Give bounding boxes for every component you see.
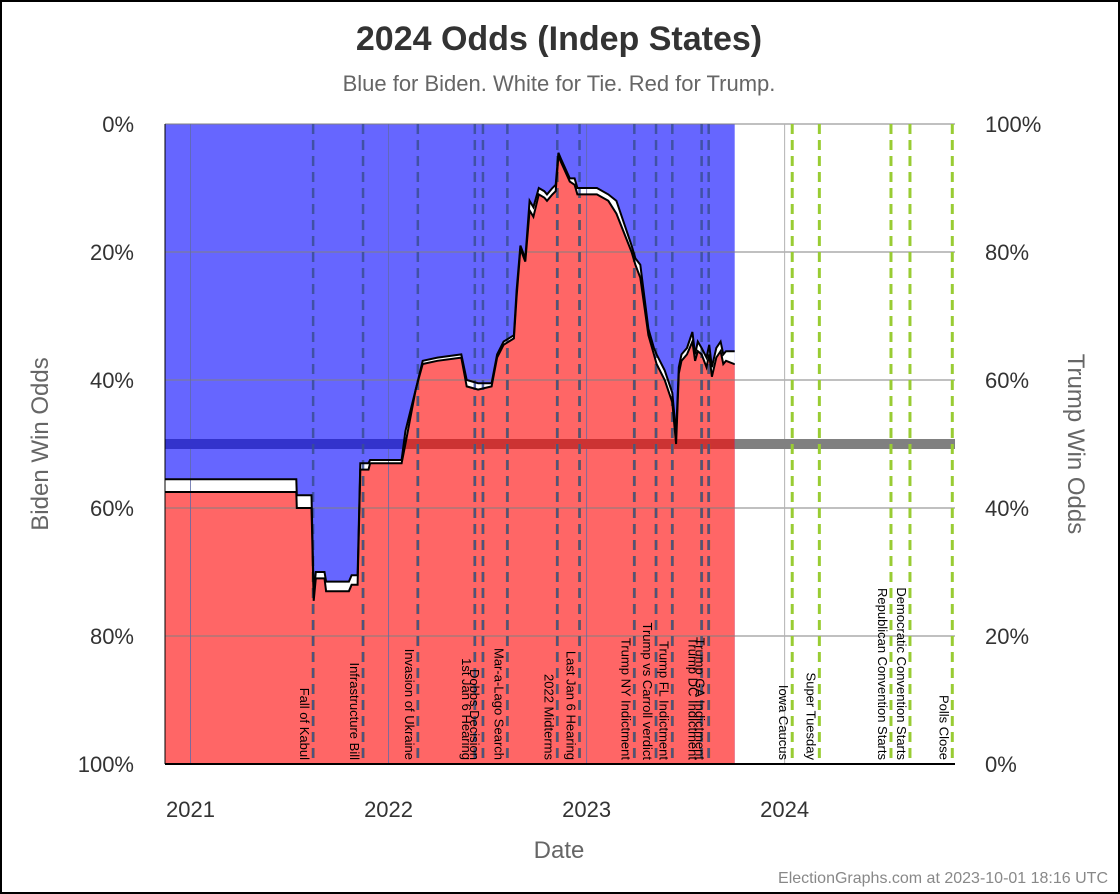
event-label: Mar-a-Lago Search xyxy=(491,648,506,760)
x-tick-label: 2021 xyxy=(166,797,215,822)
x-tick-label: 2024 xyxy=(760,797,809,822)
y-tick-label-right: 40% xyxy=(985,496,1029,521)
event-label: Last Jan 6 Hearing xyxy=(564,651,579,760)
chart-title: 2024 Odds (Indep States) xyxy=(356,20,762,58)
event-label: Dobbs Decision xyxy=(467,669,482,760)
event-label: 1st Jan 6 Hearing xyxy=(459,658,474,760)
plot-area: Fall of Kabul Infrastructure Bill Invasion… xyxy=(165,123,956,765)
y-tick-label-right: 60% xyxy=(985,368,1029,393)
event-label: Fall of Kabul xyxy=(297,688,312,760)
midline-trump xyxy=(165,439,735,449)
y-tick-label-right: 80% xyxy=(985,240,1029,265)
event-label: Polls Close xyxy=(936,695,951,760)
x-tick-label: 2022 xyxy=(364,797,413,822)
x-axis-label: Date xyxy=(534,837,585,864)
event-label: Super Tuesday xyxy=(803,673,818,761)
event-label: Trump FL Indictment xyxy=(656,641,671,760)
biden-line xyxy=(165,152,735,595)
event-label: Republican Convention Starts xyxy=(875,588,890,760)
event-label: Iowa Caucus xyxy=(776,685,791,761)
y-tick-label-left: 20% xyxy=(90,240,134,265)
event-label: Trump GA Indictment xyxy=(693,638,708,761)
midline-future xyxy=(734,439,956,449)
y-tick-label-left: 40% xyxy=(90,368,134,393)
event-markers: Fall of Kabul Infrastructure Bill Invasion… xyxy=(297,124,954,764)
credit-text: ElectionGraphs.com at 2023-10-01 18:16 U… xyxy=(778,870,1108,887)
event-label: Democratic Convention Starts xyxy=(894,587,909,760)
event-label: Trump vs Carroll verdict xyxy=(640,623,655,761)
y-axis-label-left: Biden Win Odds xyxy=(27,357,54,530)
y-tick-label-right: 20% xyxy=(985,624,1029,649)
axes: 0% 20% 40% 60% 80% 100% 100% 80% 60% 40% 20% 0% 2021… xyxy=(78,112,1042,822)
event-label: Trump NY Indictment xyxy=(618,638,633,760)
y-tick-label-left: 0% xyxy=(102,112,134,137)
event-label: Trump DC Indictment xyxy=(686,637,701,760)
x-tick-label: 2023 xyxy=(562,797,611,822)
y-tick-label-right: 100% xyxy=(985,112,1041,137)
trump-area xyxy=(165,156,735,764)
event-label: Infrastructure Bill xyxy=(347,662,362,760)
chart-subtitle: Blue for Biden. White for Tie. Red for T… xyxy=(343,71,776,96)
y-tick-label-right: 0% xyxy=(985,752,1017,777)
y-tick-label-left: 60% xyxy=(90,496,134,521)
trump-line xyxy=(165,155,735,601)
y-tick-label-left: 80% xyxy=(90,624,134,649)
event-label: Invasion of Ukraine xyxy=(402,649,417,760)
y-tick-label-left: 100% xyxy=(78,752,134,777)
event-label: 2022 Midterms xyxy=(541,674,556,760)
y-axis-label-right: Trump Win Odds xyxy=(1062,354,1089,534)
